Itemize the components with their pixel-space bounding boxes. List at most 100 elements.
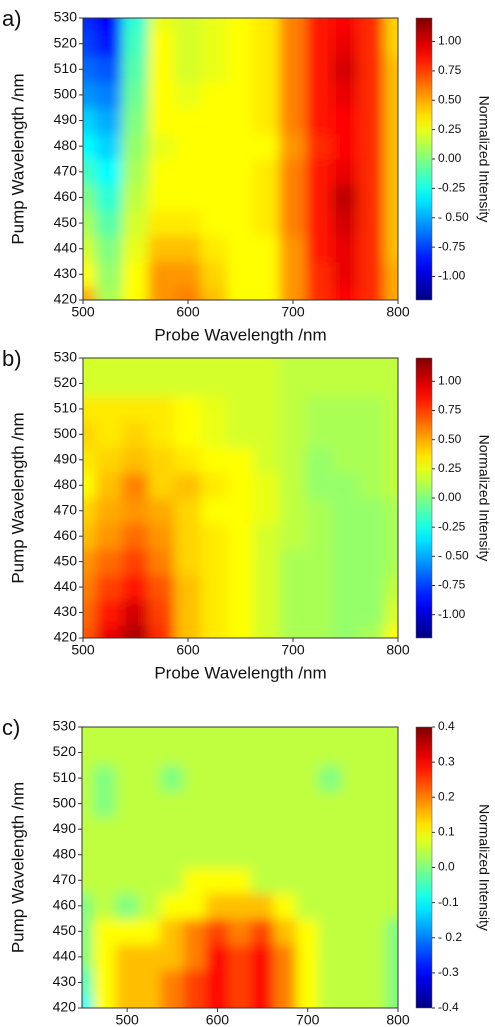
heatmap-cell: [174, 235, 202, 263]
heatmap-cell: [174, 370, 202, 397]
heatmap-cell: [121, 184, 150, 211]
heatmap-cell: [160, 727, 185, 741]
heatmap-cell: [148, 158, 176, 186]
heatmap-cell: [200, 30, 228, 57]
heatmap-cell: [121, 395, 150, 423]
heatmap-cell: [358, 548, 386, 575]
heatmap-cell: [137, 892, 162, 920]
heatmap-cell: [318, 892, 343, 920]
heatmap-cell: [250, 790, 275, 817]
x-tick-label: 700: [281, 304, 305, 320]
y-axis-title: Pump Wavelength /nm: [8, 782, 27, 953]
heatmap-cell: [95, 370, 123, 397]
heatmap-cell: [148, 599, 176, 626]
heatmap-cell: [83, 30, 97, 57]
heatmap-cell: [358, 599, 386, 626]
heatmap-cell: [226, 358, 255, 372]
heatmap-cell: [386, 892, 398, 920]
heatmap-cell: [253, 497, 281, 524]
heatmap-cell: [305, 184, 333, 211]
heatmap-cell: [160, 790, 185, 817]
y-tick-label: 490: [54, 451, 78, 467]
heatmap-cell: [137, 943, 162, 971]
heatmap-cell: [273, 892, 297, 920]
heatmap-cell: [358, 132, 386, 160]
y-tick-label: 510: [53, 769, 77, 785]
heatmap-cell: [331, 624, 360, 638]
heatmap-cell: [279, 107, 307, 134]
heatmap-cell: [121, 261, 150, 288]
heatmap-cell: [95, 132, 123, 160]
heatmap-cell: [121, 81, 150, 109]
y-tick-label: 470: [54, 501, 78, 517]
heatmap-cell: [384, 132, 398, 160]
colorbar-tick-label: 0.50: [438, 432, 462, 446]
heatmap-cell: [200, 107, 228, 134]
heatmap-cell: [174, 472, 202, 499]
heatmap-cell: [92, 727, 117, 741]
heatmap-cell: [279, 81, 307, 109]
heatmap-cell: [174, 81, 202, 109]
heatmap-cell: [331, 286, 360, 300]
heatmap-cell: [305, 548, 333, 575]
heatmap-cell: [226, 573, 255, 601]
colorbar-tick-label: -0.4: [438, 1000, 459, 1014]
heatmap-cell: [200, 261, 228, 288]
heatmap-cell: [341, 739, 365, 766]
heatmap-cell: [384, 497, 398, 524]
heatmap-cell: [205, 892, 230, 920]
heatmap-cell: [183, 867, 207, 894]
heatmap-cell: [174, 30, 202, 57]
heatmap-cell: [115, 739, 139, 766]
heatmap-cell: [121, 370, 150, 397]
heatmap-cell: [253, 286, 281, 300]
heatmap-cell: [305, 472, 333, 499]
heatmap-cell: [253, 81, 281, 109]
heatmap-cell: [92, 815, 117, 843]
colorbar-tick-label: 0.4: [438, 719, 455, 733]
heatmap-cell: [121, 158, 150, 186]
heatmap-cell: [160, 739, 185, 766]
heatmap-cells: [82, 727, 398, 1008]
heatmap-cell: [305, 235, 333, 263]
heatmap-cell: [279, 599, 307, 626]
heatmap-cell: [331, 18, 360, 32]
heatmap-cell: [228, 739, 252, 766]
panel-label: c): [2, 715, 20, 740]
heatmap-cell: [95, 235, 123, 263]
heatmap-cell: [83, 573, 97, 601]
y-tick-label: 420: [54, 291, 78, 307]
heatmap-cell: [318, 727, 343, 741]
heatmap-cell: [92, 994, 117, 1008]
heatmap-cell: [279, 573, 307, 601]
heatmap-cell: [318, 764, 343, 792]
y-tick-label: 430: [54, 603, 78, 619]
heatmap-cell: [200, 358, 228, 372]
colorbar-tick-label: 0.75: [438, 63, 462, 77]
heatmap-cell: [92, 790, 117, 817]
heatmap-cell: [115, 815, 139, 843]
heatmap-cell: [279, 30, 307, 57]
heatmap-cell: [305, 370, 333, 397]
colorbar-tick-label: -0.25: [438, 519, 466, 533]
heatmap-cell: [183, 994, 207, 1008]
heatmap-cell: [273, 943, 297, 971]
heatmap-cell: [331, 158, 360, 186]
heatmap-cell: [83, 497, 97, 524]
heatmap-cell: [331, 370, 360, 397]
heatmap-cell: [95, 446, 123, 474]
heatmap-cell: [273, 790, 297, 817]
heatmap-cell: [200, 395, 228, 423]
heatmap-cell: [305, 107, 333, 134]
heatmap-cell: [137, 815, 162, 843]
heatmap-cell: [363, 841, 388, 868]
heatmap-cell: [253, 522, 281, 550]
heatmap-cell: [358, 446, 386, 474]
heatmap-cell: [279, 395, 307, 423]
y-tick-label: 450: [53, 922, 77, 938]
heatmap-cell: [95, 548, 123, 575]
heatmap-cell: [318, 994, 343, 1008]
heatmap-cell: [295, 892, 320, 920]
heatmap-cell: [83, 421, 97, 448]
heatmap-cell: [305, 421, 333, 448]
